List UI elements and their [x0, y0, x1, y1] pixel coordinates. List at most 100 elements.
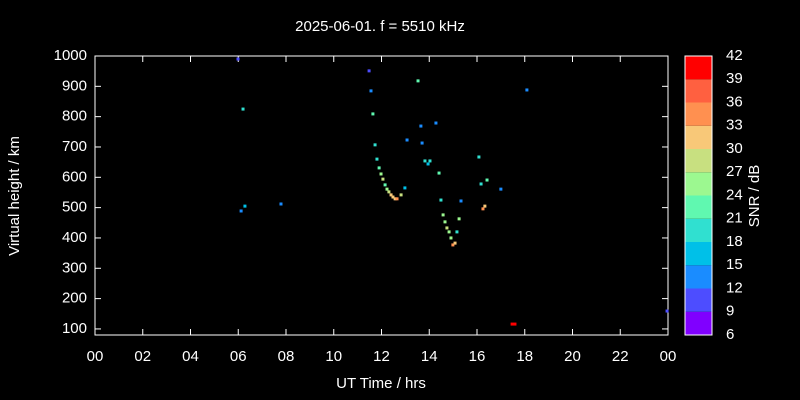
- data-point: [525, 88, 529, 92]
- colorbar-tick-label: 30: [726, 140, 743, 157]
- data-point: [387, 190, 391, 194]
- data-point: [399, 193, 403, 197]
- colorbar-tick-label: 9: [726, 303, 734, 320]
- data-point: [239, 209, 243, 213]
- data-point: [513, 322, 517, 326]
- x-tick-label: 02: [134, 348, 151, 365]
- data-point: [389, 193, 393, 197]
- data-point: [423, 159, 427, 163]
- colorbar-band: [685, 102, 712, 126]
- x-axis-label: UT Time / hrs: [336, 375, 426, 392]
- data-point: [447, 230, 451, 234]
- y-tick-label: 1000: [54, 47, 87, 64]
- data-point: [428, 159, 432, 163]
- data-point: [375, 157, 379, 161]
- colorbar-tick-label: 39: [726, 70, 743, 87]
- data-point: [420, 141, 424, 145]
- y-tick-label: 700: [62, 138, 87, 155]
- data-point: [369, 89, 373, 93]
- data-point: [485, 178, 489, 182]
- chart-title: 2025-06-01. f = 5510 kHz: [295, 18, 465, 35]
- x-tick-label: 12: [373, 348, 390, 365]
- data-point: [510, 322, 514, 326]
- colorbar-band: [685, 311, 712, 335]
- colorbar-tick-label: 24: [726, 186, 743, 203]
- data-point: [405, 138, 409, 142]
- y-tick-label: 900: [62, 77, 87, 94]
- colorbar-frame: [684, 55, 713, 336]
- colorbar-tick-label: 21: [726, 210, 743, 227]
- colorbar-tick-label: 18: [726, 233, 743, 250]
- data-point: [241, 107, 245, 111]
- data-point: [434, 121, 438, 125]
- y-tick-label: 800: [62, 108, 87, 125]
- x-tick-label: 16: [469, 348, 486, 365]
- x-tick-label: 22: [612, 348, 629, 365]
- data-point: [383, 183, 387, 187]
- colorbar-tick-label: 33: [726, 117, 743, 134]
- colorbar-tick-label: 6: [726, 326, 734, 343]
- data-point: [416, 79, 420, 83]
- colorbar-band: [685, 125, 712, 149]
- data-point: [483, 204, 487, 208]
- colorbar-band: [685, 242, 712, 266]
- data-point: [377, 166, 381, 170]
- data-point: [419, 124, 423, 128]
- data-point: [367, 69, 371, 73]
- colorbar-tick-label: 12: [726, 279, 743, 296]
- colorbar-band: [685, 265, 712, 289]
- data-point: [236, 57, 240, 61]
- x-tick-label: 20: [564, 348, 581, 365]
- data-point: [391, 195, 395, 199]
- data-point: [437, 171, 441, 175]
- data-point: [443, 220, 447, 224]
- y-tick-label: 500: [62, 199, 87, 216]
- colorbar-band: [685, 218, 712, 242]
- y-tick-label: 300: [62, 259, 87, 276]
- data-point: [441, 213, 445, 217]
- data-point: [395, 197, 399, 201]
- colorbar-label: SNR / dB: [746, 165, 763, 228]
- colorbar-tick-label: 15: [726, 256, 743, 273]
- colorbar-band: [685, 56, 712, 80]
- data-point: [445, 226, 449, 230]
- data-point: [665, 309, 669, 313]
- data-point: [373, 143, 377, 147]
- colorbar-tick-label: 27: [726, 163, 743, 180]
- x-tick-label: 18: [516, 348, 533, 365]
- data-point: [481, 207, 485, 211]
- x-tick-label: 04: [182, 348, 199, 365]
- y-tick-label: 200: [62, 290, 87, 307]
- data-point: [453, 241, 457, 245]
- data-point: [381, 177, 385, 181]
- colorbar-band: [685, 149, 712, 173]
- data-point: [279, 202, 283, 206]
- plot-frame: [94, 55, 669, 336]
- y-axis-label: Virtual height / km: [6, 136, 23, 256]
- x-tick-label: 00: [87, 348, 104, 365]
- data-point: [455, 230, 459, 234]
- data-point: [479, 182, 483, 186]
- data-point: [451, 243, 455, 247]
- colorbar-tick-label: 36: [726, 93, 743, 110]
- data-point: [439, 198, 443, 202]
- colorbar-tick-label: 42: [726, 47, 743, 64]
- data-point: [477, 155, 481, 159]
- y-tick-label: 400: [62, 229, 87, 246]
- data-point: [499, 187, 503, 191]
- x-tick-label: 00: [660, 348, 677, 365]
- y-tick-label: 600: [62, 168, 87, 185]
- colorbar-band: [685, 195, 712, 219]
- x-tick-label: 14: [421, 348, 438, 365]
- data-point: [449, 236, 453, 240]
- x-tick-label: 06: [230, 348, 247, 365]
- data-point: [393, 197, 397, 201]
- colorbar-band: [685, 79, 712, 103]
- data-point: [371, 112, 375, 116]
- data-point: [403, 186, 407, 190]
- colorbar-band: [685, 288, 712, 312]
- data-point: [385, 187, 389, 191]
- x-tick-label: 10: [325, 348, 342, 365]
- data-point: [379, 172, 383, 176]
